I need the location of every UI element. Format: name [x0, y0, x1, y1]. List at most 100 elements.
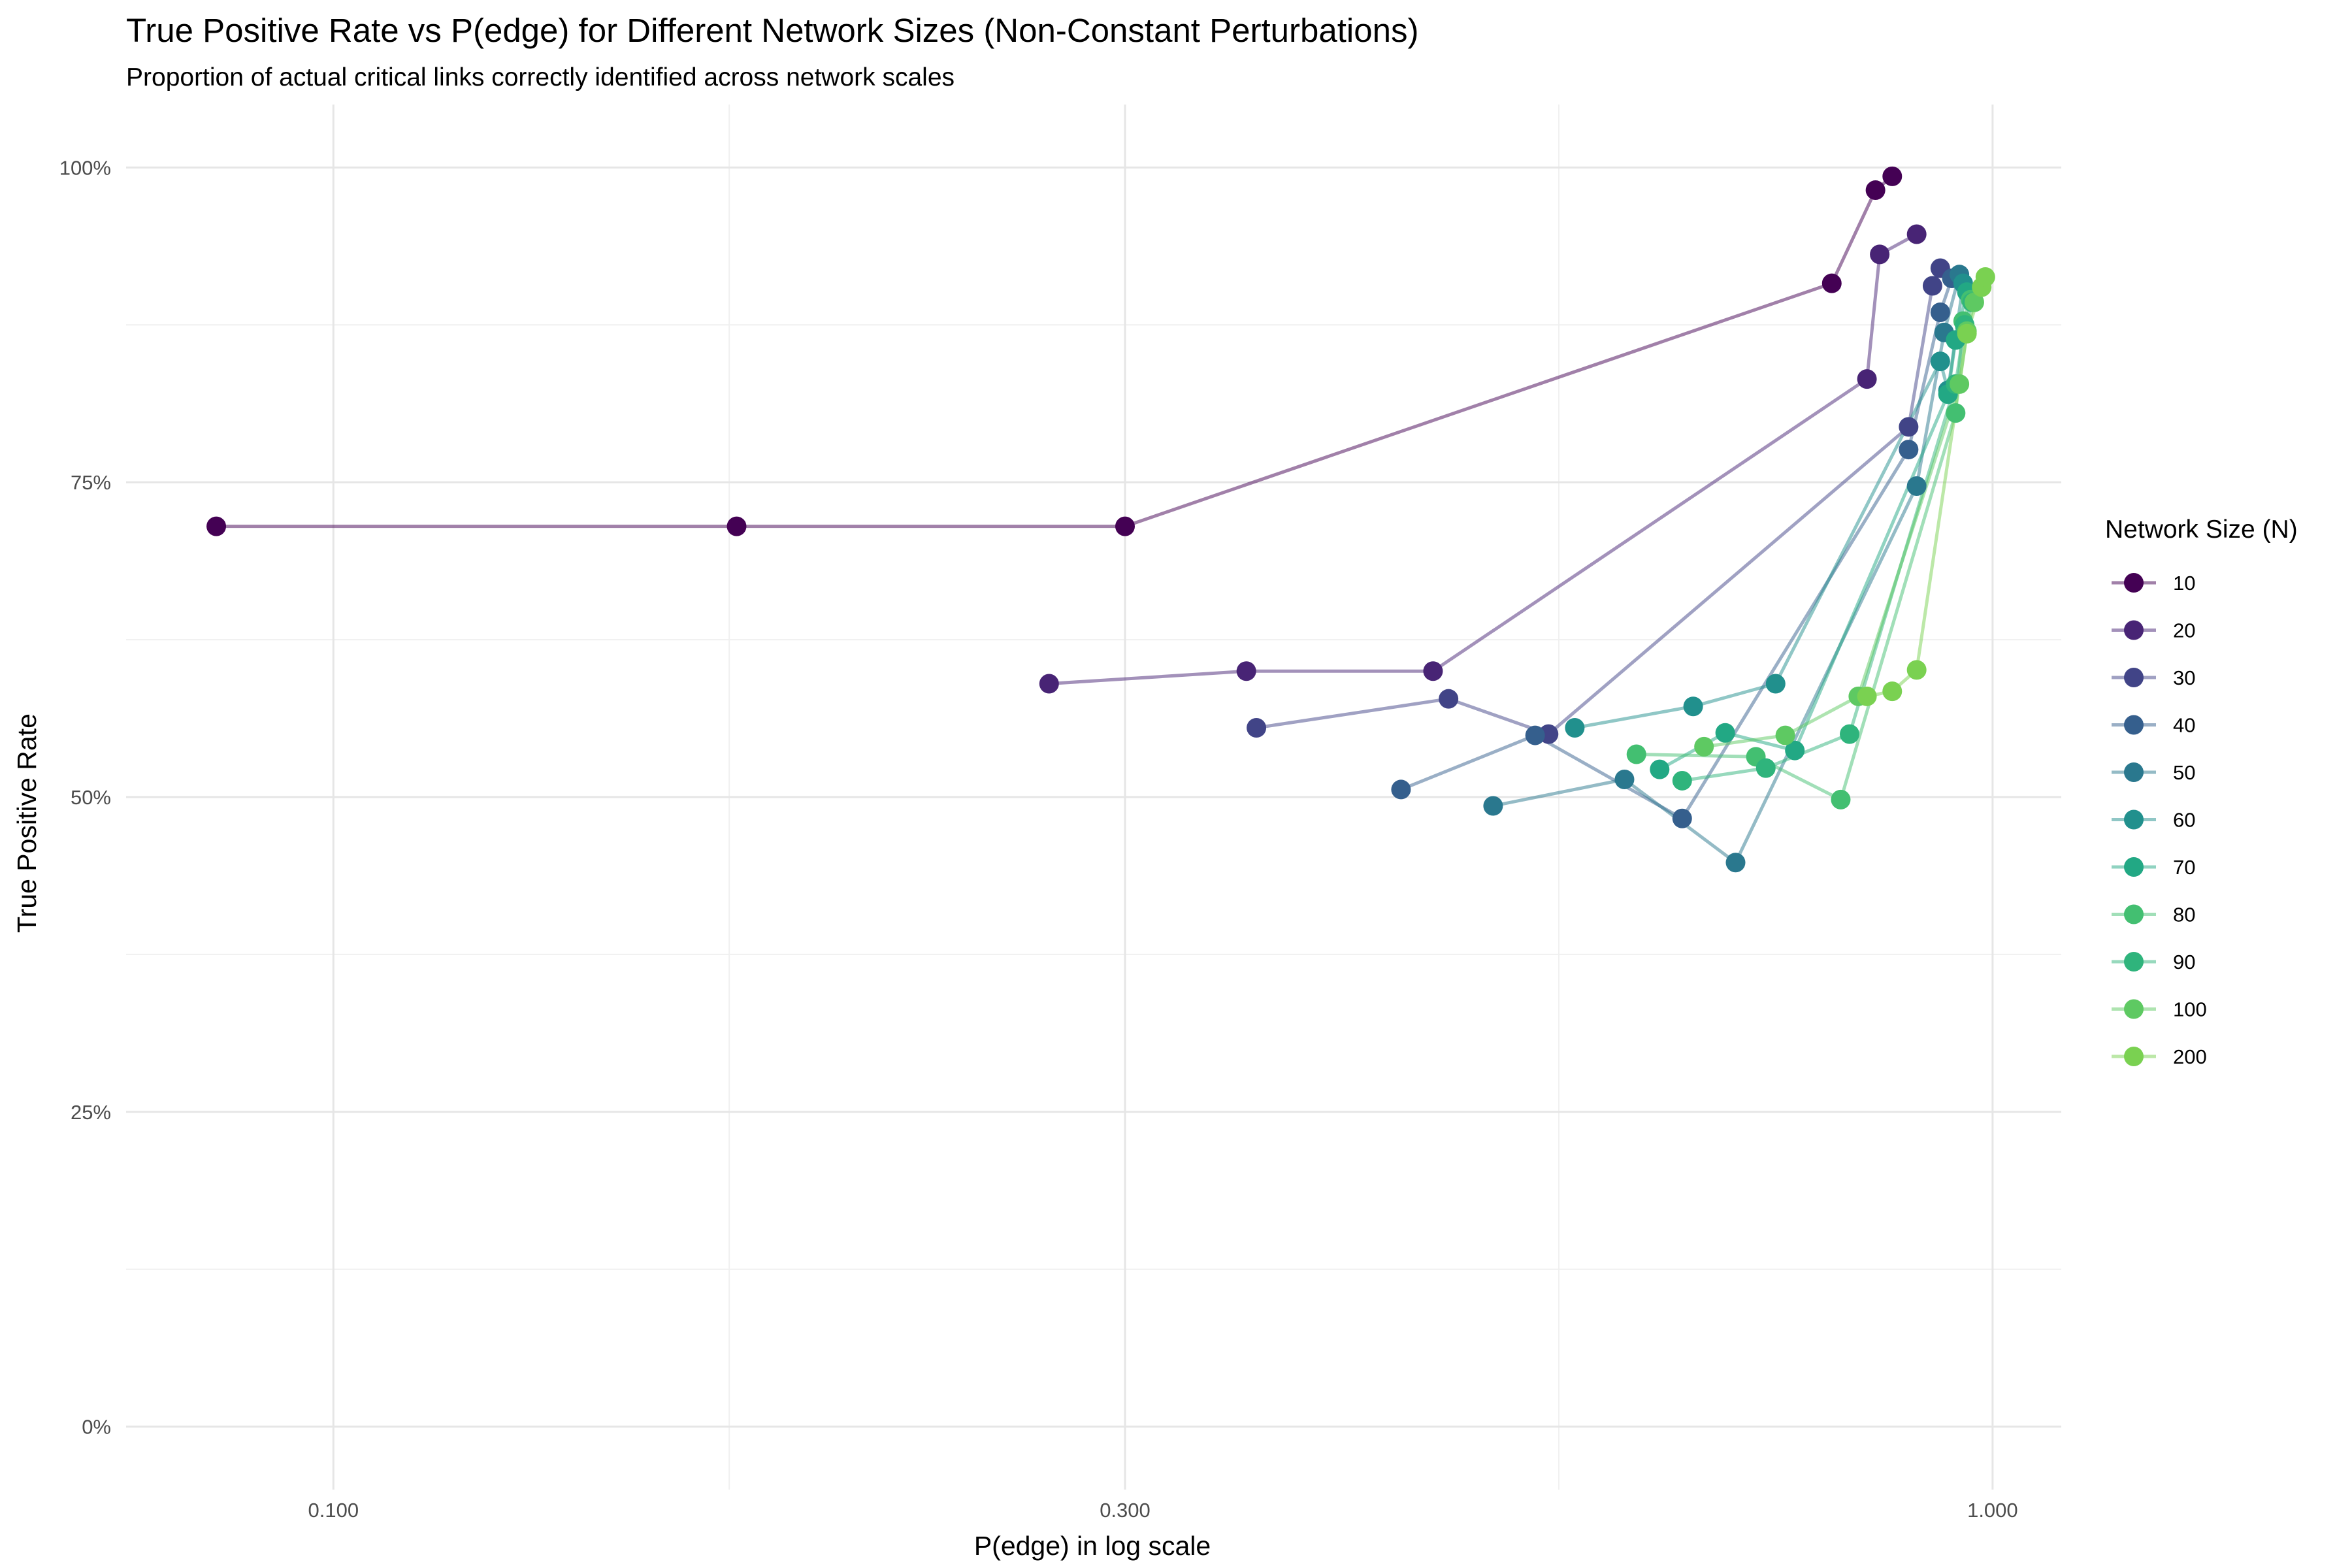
data-point-n70 [1715, 723, 1735, 743]
data-point-n200 [1906, 660, 1927, 680]
data-point-n70 [1785, 740, 1805, 760]
data-point-n40 [1525, 725, 1545, 745]
chart-subtitle: Proportion of actual critical links corr… [126, 63, 955, 91]
legend-item-n60: 60 [2112, 809, 2195, 832]
legend-label: 60 [2173, 809, 2195, 832]
series-line-n10 [216, 174, 1893, 529]
data-point-n200 [1857, 686, 1877, 706]
legend-key-point [2124, 1047, 2144, 1066]
series-line-n30 [1256, 267, 1942, 736]
series-line-n90 [1682, 301, 1974, 783]
data-point-n200 [1882, 681, 1903, 702]
data-point-n90 [1756, 758, 1776, 778]
x-tick-label: 0.300 [1100, 1499, 1151, 1522]
legend-label: 40 [2173, 714, 2195, 737]
data-point-n20 [1423, 661, 1443, 681]
legend-label: 50 [2173, 761, 2195, 784]
y-axis-tick-labels: 0% 25% 50% 75% 100% [59, 156, 111, 1438]
x-tick-label: 0.100 [308, 1499, 359, 1522]
legend-item-n100: 100 [2112, 998, 2207, 1021]
legend-label: 20 [2173, 619, 2195, 642]
series-line-n100 [1703, 301, 1976, 749]
legend-label: 30 [2173, 666, 2195, 689]
x-tick-label: 1.000 [1967, 1499, 2018, 1522]
legend-item-n40: 40 [2112, 714, 2195, 737]
data-point-n10 [206, 516, 227, 536]
data-point-n30 [1247, 718, 1267, 738]
data-point-n60 [1565, 718, 1585, 738]
data-point-n10 [1821, 273, 1842, 293]
legend-item-n70: 70 [2112, 856, 2195, 879]
data-point-n10 [1115, 516, 1135, 536]
legend-label: 80 [2173, 904, 2195, 926]
data-point-n50 [1906, 476, 1927, 496]
data-point-n20 [1236, 661, 1256, 681]
data-point-n40 [1930, 302, 1950, 322]
legend-label: 70 [2173, 856, 2195, 879]
data-point-n30 [1922, 276, 1942, 296]
legend-label: 10 [2173, 572, 2195, 595]
y-tick-label: 0% [82, 1416, 111, 1439]
series-points [206, 166, 1995, 873]
legend: Network Size (N) 10 20 30 40 50 60 70 80 90 100 20… [2105, 515, 2298, 1068]
legend-item-n50: 50 [2112, 761, 2195, 784]
data-point-n10 [727, 516, 747, 536]
data-point-n50 [1614, 770, 1635, 790]
legend-key-point [2124, 904, 2144, 924]
x-axis-tick-labels: 0.100 0.300 1.000 [308, 1499, 2018, 1522]
data-point-n100 [1964, 292, 1984, 312]
legend-key-point [2124, 715, 2144, 735]
data-point-n60 [1765, 674, 1786, 694]
data-point-n70 [1650, 759, 1670, 779]
data-point-n90 [1840, 724, 1860, 744]
data-point-n60 [1683, 696, 1703, 717]
data-point-n80 [1626, 744, 1646, 764]
data-point-n40 [1899, 440, 1919, 460]
y-axis-title: True Positive Rate [12, 713, 42, 933]
data-point-n80 [1831, 789, 1851, 809]
data-point-n200 [1975, 267, 1995, 287]
series-lines [216, 174, 1987, 864]
y-tick-label: 50% [71, 786, 111, 809]
y-tick-label: 75% [71, 471, 111, 494]
data-point-n60 [1930, 351, 1950, 372]
legend-key-point [2124, 668, 2144, 687]
data-point-n40 [1672, 808, 1692, 828]
data-point-n20 [1906, 224, 1927, 244]
legend-label: 200 [2173, 1045, 2207, 1068]
legend-items: 10 20 30 40 50 60 70 80 90 100 200 [2112, 572, 2207, 1068]
legend-item-n10: 10 [2112, 572, 2195, 595]
data-point-n50 [1725, 853, 1746, 873]
legend-item-n20: 20 [2112, 619, 2195, 642]
legend-key-point [2124, 573, 2144, 593]
legend-item-n30: 30 [2112, 666, 2195, 689]
series-line-n20 [1049, 233, 1918, 685]
legend-item-n80: 80 [2112, 904, 2195, 926]
data-point-n40 [1391, 779, 1411, 800]
data-point-n50 [1483, 796, 1503, 816]
data-point-n100 [1950, 374, 1970, 394]
legend-key-point [2124, 857, 2144, 877]
y-tick-label: 25% [71, 1101, 111, 1124]
data-point-n20 [1039, 674, 1059, 694]
legend-key-point [2124, 620, 2144, 640]
data-point-n20 [1870, 244, 1890, 265]
legend-key-point [2124, 999, 2144, 1019]
data-point-n100 [1775, 725, 1795, 745]
legend-label: 90 [2173, 951, 2195, 973]
data-point-n20 [1857, 369, 1877, 389]
data-point-n10 [1865, 180, 1886, 201]
data-point-n100 [1694, 736, 1714, 757]
data-point-n30 [1439, 689, 1459, 709]
legend-title: Network Size (N) [2105, 515, 2298, 544]
data-point-n10 [1882, 166, 1903, 186]
chart-title: True Positive Rate vs P(edge) for Differ… [126, 12, 1418, 49]
data-point-n90 [1672, 770, 1692, 791]
legend-key-point [2124, 809, 2144, 830]
x-axis-title: P(edge) in log scale [974, 1531, 1211, 1561]
plot-grid [126, 105, 2061, 1490]
legend-label: 100 [2173, 998, 2207, 1021]
data-point-n30 [1899, 417, 1919, 437]
legend-item-n90: 90 [2112, 951, 2195, 973]
